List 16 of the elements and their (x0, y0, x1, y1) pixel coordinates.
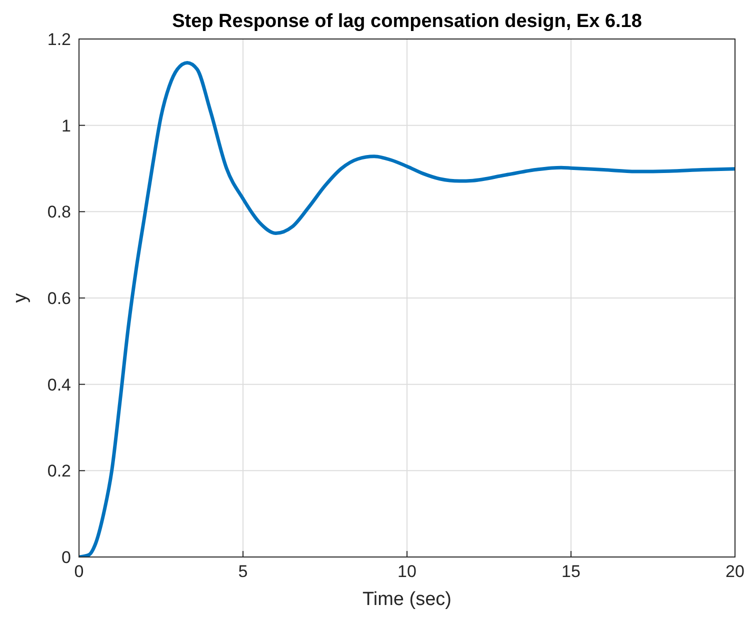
y-tick-label: 0.6 (47, 289, 71, 308)
y-axis-title: y (10, 292, 31, 303)
y-tick-label: 1.2 (47, 30, 71, 49)
y-tick-label: 0.8 (47, 202, 71, 222)
y-tick-label: 0.4 (47, 375, 71, 394)
x-tick-label: 20 (726, 562, 744, 581)
line-series (79, 60, 735, 557)
x-tick-label: 15 (562, 562, 580, 581)
x-axis-title: Time (sec) (362, 589, 452, 610)
chart-title: Step Response of lag compensation design, Ex 6.18 (172, 11, 642, 32)
x-tick-label: 10 (398, 562, 416, 581)
x-tick-label: 0 (74, 562, 84, 581)
y-tick-label: 0.2 (47, 462, 71, 481)
y-tick-label: 0 (62, 548, 71, 567)
x-tick-label: 5 (238, 562, 248, 581)
y-tick-label: 1 (62, 116, 71, 136)
